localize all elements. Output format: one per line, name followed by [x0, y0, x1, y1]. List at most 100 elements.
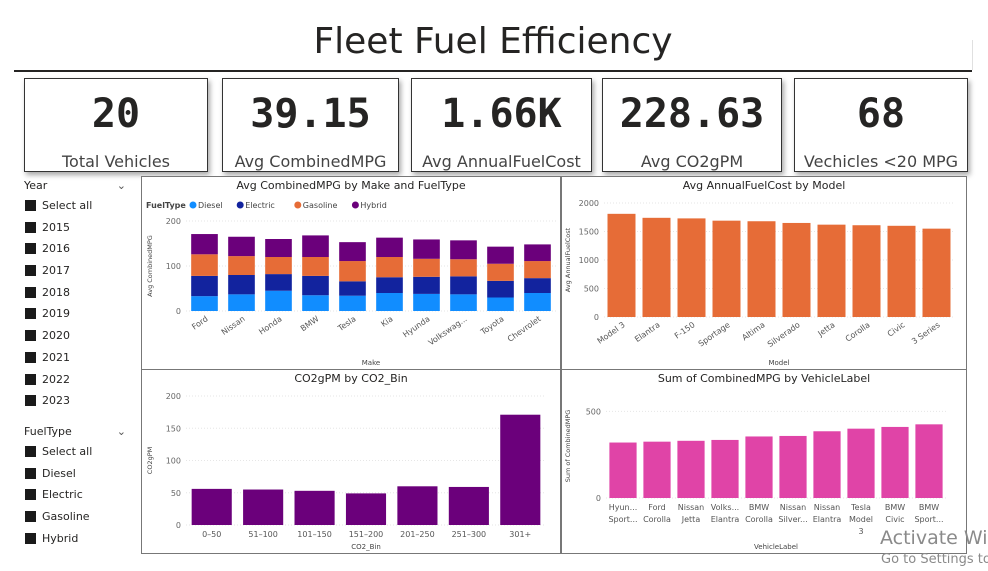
fueltype-option[interactable]: Hybrid — [24, 528, 134, 550]
bar-segment-electric — [265, 274, 292, 291]
bar-segment-gasoline — [450, 259, 477, 277]
fueltype-option-label: Electric — [42, 488, 83, 502]
y-tick-label: 150 — [166, 424, 181, 433]
bar-segment-hybrid — [487, 246, 514, 264]
year-option[interactable]: 2016 — [24, 238, 134, 260]
x-tick-label: Corolla — [643, 515, 671, 524]
year-slicer-header[interactable]: Year ⌄ — [24, 177, 134, 195]
bar-segment-hybrid — [413, 239, 440, 259]
y-tick-label: 500 — [586, 407, 601, 416]
panel-co2-by-bin[interactable]: CO2gPM by CO2_Bin CO2_Bin CO2gPM 0 50 100 150 2… — [141, 369, 561, 554]
bar — [642, 217, 671, 317]
bar-segment-hybrid — [191, 234, 218, 255]
bar — [852, 225, 881, 317]
x-tick-label: Volkswag... — [427, 314, 469, 347]
x-tick-label: Tesla — [335, 314, 357, 333]
year-option-label: 2022 — [42, 372, 70, 386]
bar — [847, 428, 875, 498]
kpi-card-avg-co2gpm[interactable]: 228.63 Avg CO2gPM — [602, 78, 782, 172]
year-option[interactable]: Select all — [24, 195, 134, 217]
x-tick-label: Altima — [740, 320, 766, 342]
checkbox-icon[interactable] — [25, 221, 36, 233]
legend-label: Electric — [245, 201, 275, 210]
panel-mpg-by-make[interactable]: Avg CombinedMPG by Make and FuelType Make… — [141, 176, 561, 370]
checkbox-icon[interactable] — [25, 330, 36, 342]
panel-fuelcost-by-model[interactable]: Avg AnnualFuelCost by Model Model Avg Annu… — [561, 176, 967, 370]
chevron-down-icon[interactable]: ⌄ — [116, 179, 126, 192]
bar — [813, 431, 841, 498]
y-tick-label: 200 — [166, 217, 181, 226]
y-tick-label: 1000 — [579, 256, 599, 265]
checkbox-icon[interactable] — [25, 532, 36, 544]
bar-segment-electric — [228, 275, 255, 295]
year-option[interactable]: 2017 — [24, 260, 134, 282]
fueltype-slicer-header[interactable]: FuelType ⌄ — [24, 423, 134, 441]
fueltype-slicer-title: FuelType — [24, 425, 72, 438]
bar-segment-diesel — [302, 295, 329, 311]
panel-mpg-by-vehicle[interactable]: Sum of CombinedMPG by VehicleLabel Vehicl… — [561, 369, 967, 554]
checkbox-icon[interactable] — [25, 467, 36, 479]
x-tick-label: 151–200 — [349, 530, 384, 539]
checkbox-icon[interactable] — [25, 395, 36, 407]
bar — [881, 426, 909, 498]
fuelcost-by-model-chart: Avg AnnualFuelCost by Model Model Avg Annu… — [564, 179, 954, 367]
fueltype-option[interactable]: Electric — [24, 484, 134, 506]
checkbox-icon[interactable] — [25, 511, 36, 523]
checkbox-icon[interactable] — [25, 200, 36, 211]
x-tick-label: BMW — [885, 503, 905, 512]
bar-segment-electric — [524, 278, 551, 293]
kpi-label: Avg CombinedMPG — [234, 152, 387, 171]
x-axis-title: Make — [362, 359, 380, 367]
y-axis-title: Avg AnnualFuelCost — [564, 227, 572, 292]
y-tick-label: 200 — [166, 392, 181, 401]
fueltype-option[interactable]: Gasoline — [24, 506, 134, 528]
fueltype-option[interactable]: Diesel — [24, 463, 134, 485]
x-tick-label: Silver... — [778, 515, 807, 524]
x-tick-label: 201–250 — [400, 530, 435, 539]
fueltype-option-label: Hybrid — [42, 531, 79, 545]
bar-segment-gasoline — [524, 261, 551, 279]
kpi-card-avg-combined-mpg[interactable]: 39.15 Avg CombinedMPG — [222, 78, 399, 172]
kpi-card-vehicles-under-20-mpg[interactable]: 68 Vechicles <20 MPG — [794, 78, 968, 172]
checkbox-icon[interactable] — [25, 373, 36, 385]
bar-segment-hybrid — [339, 242, 366, 262]
year-option[interactable]: 2021 — [24, 347, 134, 369]
checkbox-icon[interactable] — [25, 265, 36, 277]
x-tick-label: Elantra — [813, 515, 842, 524]
bar — [294, 490, 335, 525]
checkbox-icon[interactable] — [25, 489, 36, 501]
bar-segment-electric — [302, 275, 329, 296]
kpi-card-total-vehicles[interactable]: 20 Total Vehicles — [24, 78, 208, 172]
kpi-card-avg-annual-fuel-cost[interactable]: 1.66K Avg AnnualFuelCost — [411, 78, 592, 172]
year-option[interactable]: 2020 — [24, 325, 134, 347]
y-tick-label: 50 — [171, 489, 181, 498]
bar-segment-diesel — [413, 293, 440, 311]
year-option-label: 2016 — [42, 242, 70, 256]
mpg-by-make-chart: Avg CombinedMPG by Make and FuelType Make… — [146, 179, 556, 367]
x-tick-label: Tesla — [850, 503, 871, 512]
year-option[interactable]: 2019 — [24, 303, 134, 325]
x-tick-label: Model — [849, 515, 873, 524]
checkbox-icon[interactable] — [25, 286, 36, 298]
chevron-down-icon[interactable]: ⌄ — [116, 425, 126, 438]
checkbox-icon[interactable] — [25, 243, 36, 255]
year-option[interactable]: 2022 — [24, 369, 134, 391]
year-option[interactable]: 2018 — [24, 282, 134, 304]
kpi-label: Avg AnnualFuelCost — [422, 152, 581, 171]
x-axis-title: Model — [768, 359, 789, 367]
fueltype-option-label: Gasoline — [42, 510, 90, 524]
year-option[interactable]: 2023 — [24, 390, 134, 412]
fueltype-option[interactable]: Select all — [24, 441, 134, 463]
checkbox-icon[interactable] — [25, 351, 36, 363]
checkbox-icon[interactable] — [25, 308, 36, 320]
year-option[interactable]: 2015 — [24, 217, 134, 239]
bar — [712, 220, 741, 317]
year-option-label: 2023 — [42, 394, 70, 408]
x-tick-label: Sport... — [608, 515, 637, 524]
kpi-value: 39.15 — [250, 91, 371, 137]
x-tick-label: Chevrolet — [506, 314, 543, 344]
x-tick-label: 301+ — [509, 530, 531, 539]
checkbox-icon[interactable] — [25, 446, 36, 457]
legend-marker — [294, 201, 302, 209]
year-option-label: 2017 — [42, 264, 70, 278]
